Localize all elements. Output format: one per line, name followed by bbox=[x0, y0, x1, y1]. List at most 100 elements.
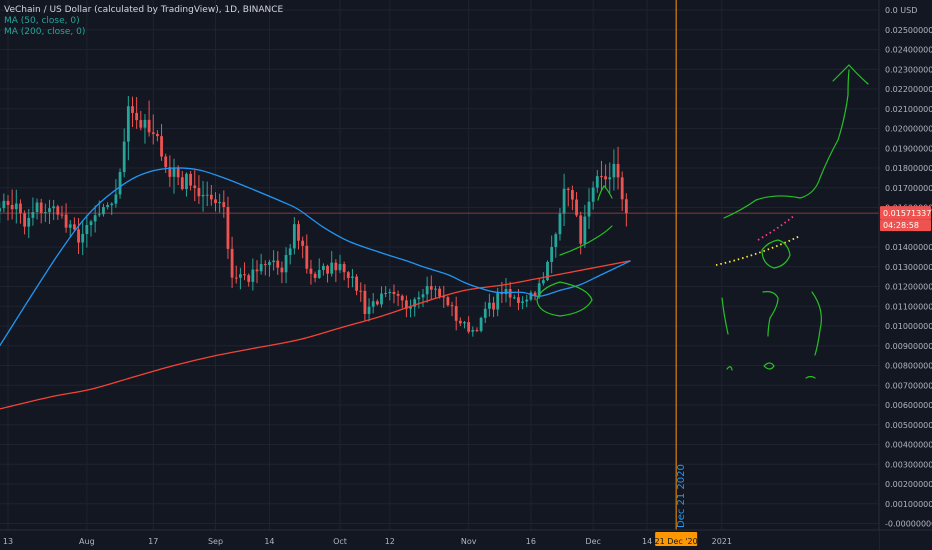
candle-body[interactable] bbox=[135, 112, 139, 121]
candle-body[interactable] bbox=[508, 289, 512, 298]
candle-body[interactable] bbox=[608, 177, 612, 180]
candle-body[interactable] bbox=[10, 205, 14, 210]
candle-body[interactable] bbox=[579, 215, 583, 244]
candle-body[interactable] bbox=[326, 265, 329, 274]
candle-body[interactable] bbox=[346, 272, 350, 278]
candle-body[interactable] bbox=[405, 300, 408, 309]
candle-body[interactable] bbox=[537, 283, 541, 296]
candle-body[interactable] bbox=[110, 203, 114, 206]
candle-body[interactable] bbox=[595, 176, 599, 188]
candle-body[interactable] bbox=[102, 207, 105, 215]
candle-body[interactable] bbox=[255, 269, 259, 272]
candle-body[interactable] bbox=[413, 299, 417, 307]
candle-body[interactable] bbox=[396, 294, 400, 296]
candle-body[interactable] bbox=[292, 224, 296, 249]
candle-body[interactable] bbox=[218, 202, 222, 204]
candle-body[interactable] bbox=[284, 255, 288, 273]
candle-body[interactable] bbox=[297, 224, 300, 241]
candle-body[interactable] bbox=[118, 172, 122, 195]
candle-body[interactable] bbox=[529, 292, 533, 300]
candle-body[interactable] bbox=[68, 224, 72, 228]
candle-body[interactable] bbox=[488, 302, 491, 309]
candle-body[interactable] bbox=[6, 200, 10, 206]
candle-body[interactable] bbox=[496, 292, 500, 310]
candle-body[interactable] bbox=[97, 214, 101, 216]
candle-body[interactable] bbox=[438, 288, 441, 297]
candle-body[interactable] bbox=[19, 203, 22, 214]
candle-body[interactable] bbox=[151, 132, 155, 134]
candle-body[interactable] bbox=[558, 213, 562, 235]
candle-body[interactable] bbox=[417, 297, 421, 300]
candle-body[interactable] bbox=[458, 320, 462, 324]
candle-body[interactable] bbox=[500, 292, 504, 295]
candle-body[interactable] bbox=[600, 176, 603, 178]
candle-body[interactable] bbox=[64, 214, 68, 228]
candle-body[interactable] bbox=[305, 245, 309, 269]
candle-body[interactable] bbox=[56, 206, 60, 215]
candle-body[interactable] bbox=[247, 275, 251, 282]
candle-body[interactable] bbox=[139, 120, 143, 128]
candle-body[interactable] bbox=[512, 297, 516, 299]
candle-body[interactable] bbox=[541, 280, 545, 284]
candle-body[interactable] bbox=[566, 188, 570, 191]
candle-body[interactable] bbox=[193, 185, 197, 189]
candle-body[interactable] bbox=[367, 306, 371, 314]
candle-body[interactable] bbox=[60, 214, 64, 216]
candle-body[interactable] bbox=[48, 208, 51, 213]
candle-body[interactable] bbox=[429, 286, 433, 290]
candle-body[interactable] bbox=[106, 205, 109, 208]
candle-body[interactable] bbox=[81, 233, 85, 243]
candle-body[interactable] bbox=[330, 262, 334, 274]
candle-body[interactable] bbox=[554, 234, 558, 248]
candle-body[interactable] bbox=[371, 301, 375, 307]
candle-body[interactable] bbox=[409, 306, 412, 309]
candle-body[interactable] bbox=[180, 177, 184, 190]
candle-body[interactable] bbox=[359, 290, 363, 292]
candle-body[interactable] bbox=[239, 274, 242, 278]
candle-body[interactable] bbox=[164, 156, 168, 168]
candle-body[interactable] bbox=[463, 322, 466, 324]
candle-body[interactable] bbox=[2, 200, 6, 209]
candle-body[interactable] bbox=[624, 199, 628, 214]
ma50-line[interactable] bbox=[0, 167, 631, 347]
candle-body[interactable] bbox=[317, 269, 321, 278]
candle-body[interactable] bbox=[268, 262, 271, 266]
candle-body[interactable] bbox=[85, 225, 89, 234]
candle-body[interactable] bbox=[583, 216, 587, 244]
candle-body[interactable] bbox=[301, 240, 305, 246]
candle-body[interactable] bbox=[126, 106, 130, 142]
candle-body[interactable] bbox=[467, 322, 471, 332]
candle-body[interactable] bbox=[575, 199, 578, 216]
candle-body[interactable] bbox=[392, 291, 396, 295]
candle-body[interactable] bbox=[259, 264, 263, 272]
candle-body[interactable] bbox=[604, 176, 607, 180]
candle-body[interactable] bbox=[375, 301, 379, 305]
candle-body[interactable] bbox=[388, 291, 392, 294]
legend-symbol[interactable]: VeChain / US Dollar (calculated by Tradi… bbox=[4, 5, 284, 15]
candle-body[interactable] bbox=[222, 202, 226, 208]
candle-body[interactable] bbox=[483, 308, 487, 318]
candle-body[interactable] bbox=[201, 194, 205, 197]
candle-body[interactable] bbox=[288, 248, 292, 256]
candle-body[interactable] bbox=[89, 221, 93, 226]
candle-body[interactable] bbox=[52, 206, 56, 209]
candle-body[interactable] bbox=[479, 317, 483, 331]
candle-body[interactable] bbox=[313, 273, 317, 278]
candle-body[interactable] bbox=[550, 247, 554, 263]
candle-body[interactable] bbox=[517, 297, 520, 303]
candle-body[interactable] bbox=[14, 203, 18, 210]
price-axis[interactable]: 0.0 USD 0.02500000 0.02400000 0.02300000 0.0… bbox=[878, 0, 932, 550]
candle-body[interactable] bbox=[351, 276, 354, 278]
candle-body[interactable] bbox=[425, 286, 429, 295]
candle-body[interactable] bbox=[243, 274, 246, 276]
candle-body[interactable] bbox=[280, 267, 284, 273]
candle-body[interactable] bbox=[446, 297, 450, 306]
candle-body[interactable] bbox=[27, 217, 31, 227]
candle-body[interactable] bbox=[31, 211, 35, 218]
candle-body[interactable] bbox=[475, 330, 479, 332]
candle-body[interactable] bbox=[525, 299, 529, 302]
candle-body[interactable] bbox=[35, 202, 39, 212]
candle-body[interactable] bbox=[454, 306, 458, 321]
candle-body[interactable] bbox=[546, 262, 549, 281]
